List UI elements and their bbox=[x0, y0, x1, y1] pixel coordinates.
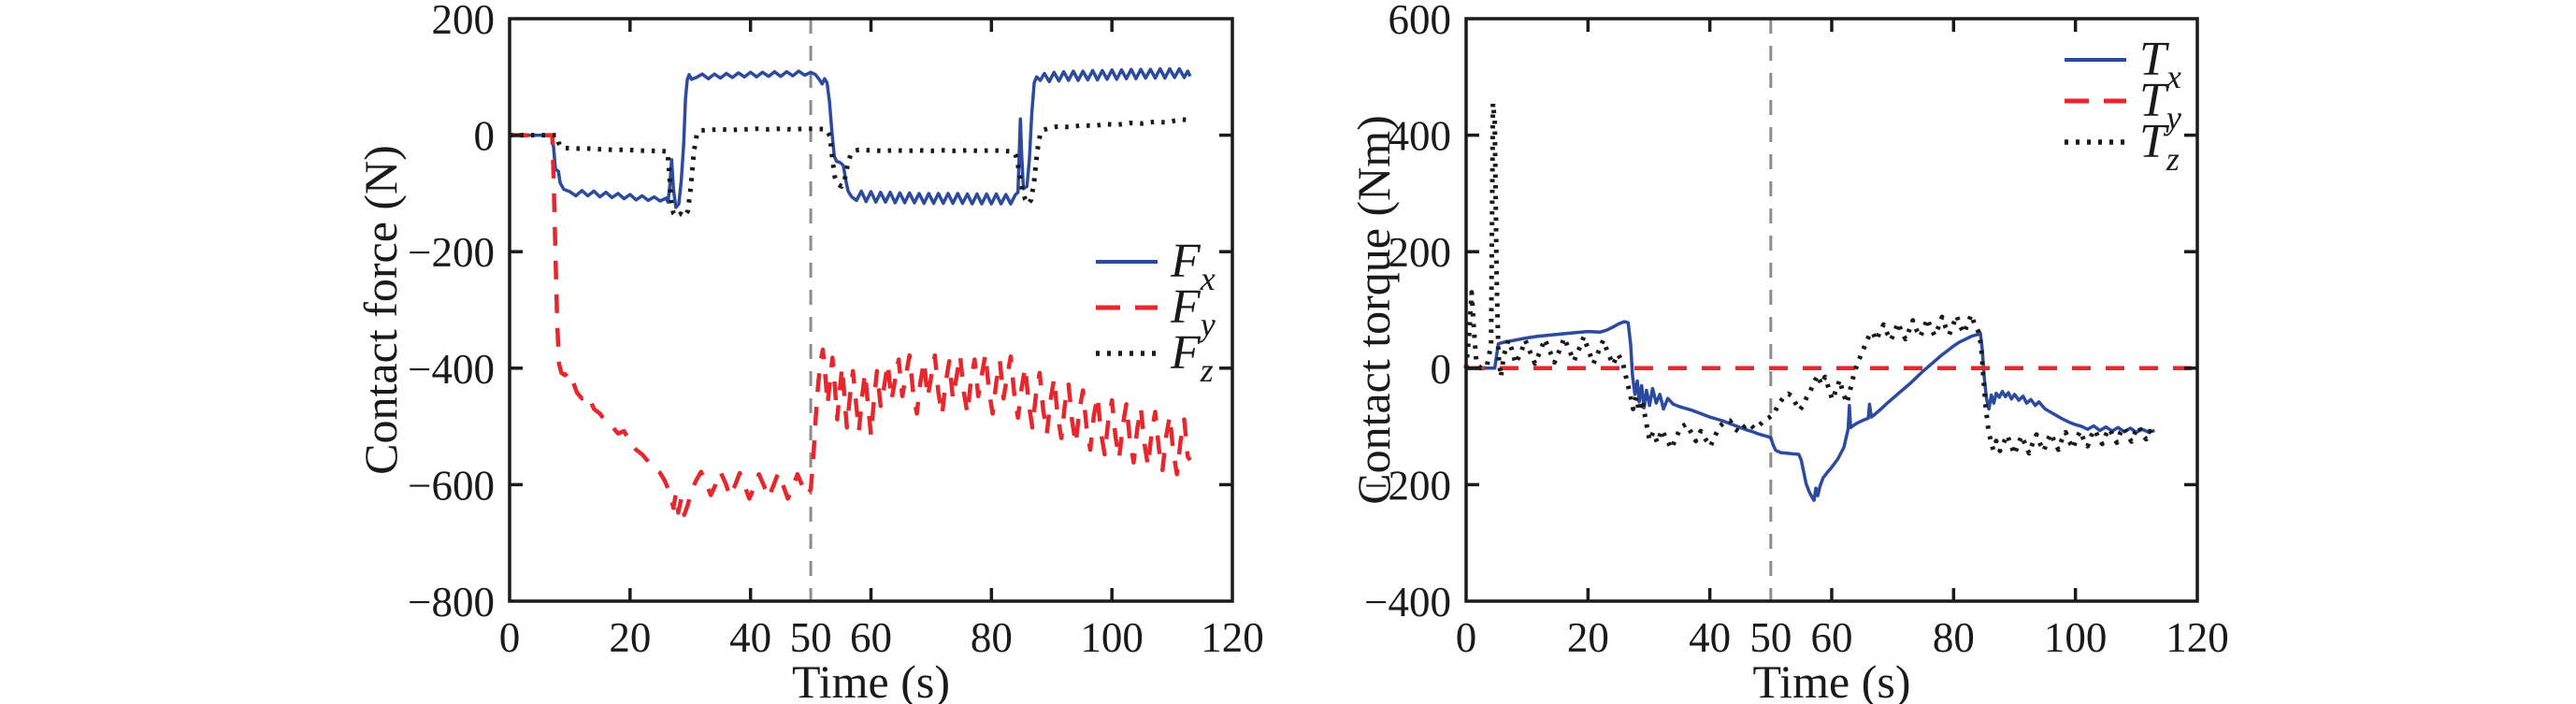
y-tick-label: −400 bbox=[408, 346, 495, 393]
y-tick-label: 200 bbox=[432, 0, 496, 43]
y-tick-label: −800 bbox=[408, 579, 495, 625]
legend-label-Fx: Fx bbox=[1170, 235, 1216, 297]
legend-label-Tz: Tz bbox=[2139, 115, 2180, 178]
x-tick-label-50: 50 bbox=[790, 614, 832, 661]
y-tick-label: −600 bbox=[408, 462, 495, 509]
y-axis-title: Contact torque (Nm) bbox=[1347, 115, 1400, 505]
legend-label-Fy: Fy bbox=[1170, 280, 1216, 343]
y-tick-label: 0 bbox=[474, 113, 496, 160]
series-Fy bbox=[510, 133, 1192, 518]
contact-force-chart: 0 20 40 60 80 100 120 50 200 0 −200 −400 −600 −800 Tim… bbox=[354, 0, 1264, 704]
x-tick-label: 60 bbox=[1811, 614, 1853, 661]
x-tick-label-50: 50 bbox=[1749, 614, 1792, 661]
y-tick-label: 0 bbox=[1431, 346, 1452, 393]
axes-box bbox=[508, 17, 1234, 603]
y-axis-title: Contact force (N) bbox=[354, 145, 407, 475]
y-tick-label: 200 bbox=[1389, 229, 1452, 276]
axes-box bbox=[1464, 17, 2199, 603]
x-tick-label: 40 bbox=[729, 614, 771, 661]
x-tick-label: 100 bbox=[1080, 614, 1144, 661]
x-tick-label: 40 bbox=[1689, 614, 1731, 661]
contact-torque-chart: 0 20 40 60 80 100 120 50 600 400 200 0 −200 −400 Time … bbox=[1347, 0, 2229, 704]
y-tick-label: −200 bbox=[408, 229, 495, 276]
x-tick-label: 120 bbox=[2166, 614, 2229, 661]
series-Tx bbox=[1466, 320, 2155, 502]
x-axis-title: Time (s) bbox=[1752, 655, 1910, 704]
x-tick-label: 0 bbox=[1456, 614, 1477, 661]
x-tick-label: 60 bbox=[850, 614, 892, 661]
legend-label-Tx: Tx bbox=[2139, 33, 2181, 95]
x-tick-label: 100 bbox=[2044, 614, 2108, 661]
x-tick-label: 80 bbox=[971, 614, 1013, 661]
legend-label-Ty: Ty bbox=[2139, 74, 2181, 136]
x-tick-label: 20 bbox=[1567, 614, 1609, 661]
x-tick-label: 120 bbox=[1201, 614, 1264, 661]
series-Fz bbox=[510, 117, 1191, 220]
y-tick-label: 400 bbox=[1389, 113, 1452, 160]
y-tick-label: −200 bbox=[1364, 462, 1451, 509]
legend-label-Fz: Fz bbox=[1170, 326, 1214, 389]
y-tick-label: −400 bbox=[1364, 579, 1451, 625]
x-tick-label: 0 bbox=[499, 614, 521, 661]
series-Tz bbox=[1463, 100, 2157, 457]
series-Fx bbox=[510, 66, 1192, 209]
x-tick-label: 20 bbox=[609, 614, 651, 661]
x-axis-title: Time (s) bbox=[792, 655, 950, 704]
y-tick-label: 600 bbox=[1389, 0, 1452, 43]
x-tick-label: 80 bbox=[1933, 614, 1975, 661]
